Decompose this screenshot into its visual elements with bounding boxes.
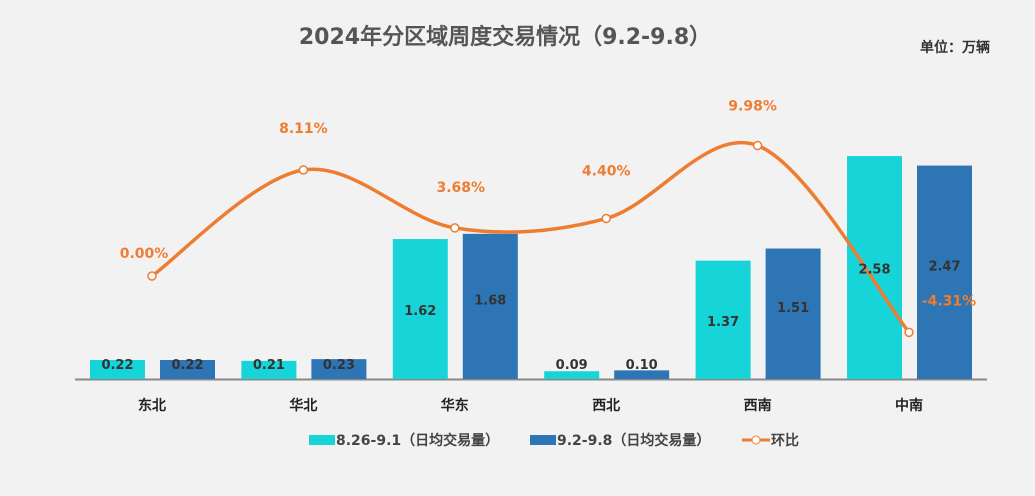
bar-data-label: 2.47: [928, 259, 960, 274]
bar-data-label: 0.22: [101, 358, 133, 373]
bar-data-label: 0.21: [253, 358, 285, 373]
legend-marker-icon: [751, 435, 761, 445]
category-label: 西北: [592, 398, 620, 414]
category-label: 华北: [289, 397, 317, 414]
category-label: 华东: [441, 397, 469, 414]
line-point: [601, 213, 611, 224]
legend-label: 9.2-9.8（日均交易量）: [557, 432, 710, 449]
category-label: 东北: [138, 397, 166, 414]
legend-swatch: [530, 435, 556, 445]
bar-data-label: 1.37: [707, 315, 739, 330]
bar-previous: [392, 239, 448, 379]
chart-title: 2024年分区域周度交易情况（9.2-9.8）: [299, 24, 711, 50]
line-point: [752, 140, 763, 151]
bar-current: [462, 233, 518, 379]
bar-data-label: 1.51: [777, 301, 809, 316]
bar-data-label: 1.68: [474, 293, 506, 308]
line-data-label: 8.11%: [279, 121, 328, 137]
bar-previous: [544, 371, 600, 379]
line-data-label: 0.00%: [120, 246, 169, 262]
bar-data-label: 1.62: [404, 304, 436, 319]
bar-current: [311, 359, 367, 379]
bar-data-label: 0.22: [171, 358, 203, 373]
bar-previous: [847, 156, 902, 379]
line-point: [147, 271, 157, 281]
legend-label: 8.26-9.1（日均交易量）: [336, 432, 499, 449]
bar-current: [160, 359, 215, 379]
line-point: [904, 327, 914, 338]
bar-data-label: 0.23: [323, 358, 355, 373]
legend-swatch: [309, 435, 335, 445]
line-point: [298, 165, 309, 175]
bar-current: [765, 248, 821, 379]
line-data-label: 9.98%: [728, 99, 777, 115]
category-label: 中南: [895, 397, 923, 414]
line-data-label: -4.31%: [922, 293, 976, 309]
bar-previous: [90, 359, 145, 379]
bar-data-label: 2.58: [858, 263, 890, 278]
bar-data-label: 0.10: [626, 358, 658, 373]
bar-previous: [695, 260, 751, 379]
line-data-label: 4.40%: [582, 163, 631, 179]
bar-current: [614, 370, 670, 379]
bar-previous: [241, 360, 297, 379]
bar-data-label: 0.09: [556, 358, 588, 373]
line-data-label: 3.68%: [437, 180, 486, 196]
legend-label: 环比: [771, 432, 799, 449]
unit-label: 单位：万辆: [920, 39, 990, 56]
bar-current: [917, 165, 972, 379]
line-series-huanbi: [150, 141, 911, 334]
category-label: 西南: [744, 397, 772, 414]
line-point: [450, 223, 460, 233]
